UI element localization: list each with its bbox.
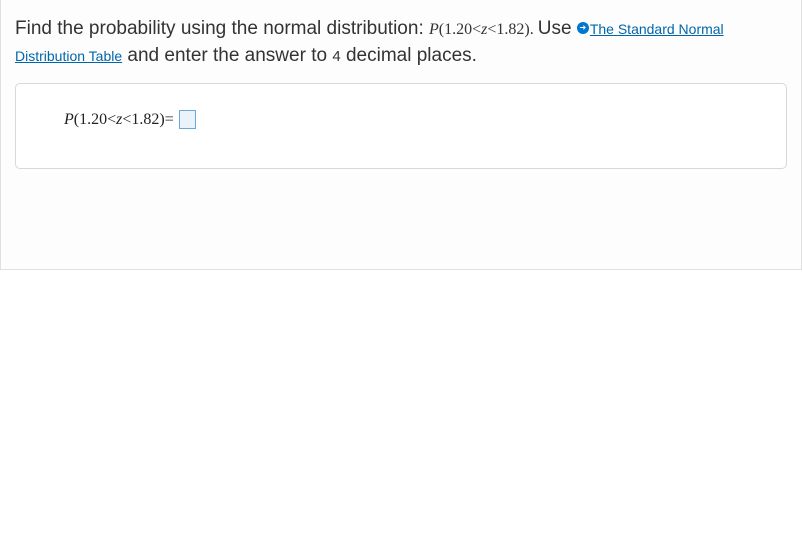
answer-P: P xyxy=(64,111,74,129)
answer-input[interactable] xyxy=(179,110,196,129)
question-decimals: 4 xyxy=(332,48,340,65)
answer-lt1: < xyxy=(107,111,116,129)
answer-expression: P(1.20<z<1.82) = xyxy=(64,110,776,129)
question-after-link-1: and enter the answer to xyxy=(127,45,332,66)
question-after-link-2: decimal places. xyxy=(341,45,477,66)
question-use: Use xyxy=(538,18,577,39)
question-prefix: Find the probability using the normal di… xyxy=(15,18,429,39)
math-close: ). xyxy=(524,21,533,38)
answer-rhs: 1.82 xyxy=(131,111,159,129)
question-container: Find the probability using the normal di… xyxy=(0,0,802,270)
answer-card: P(1.20<z<1.82) = xyxy=(15,83,787,169)
answer-eq: = xyxy=(165,111,174,129)
arrow-icon: ➜ xyxy=(577,22,589,34)
math-rhs: 1.82 xyxy=(496,21,524,38)
question-math: P(1.20<z<1.82). xyxy=(429,21,538,38)
math-P: P xyxy=(429,21,439,38)
answer-lhs: 1.20 xyxy=(79,111,107,129)
answer-lt2: < xyxy=(122,111,131,129)
question-text: Find the probability using the normal di… xyxy=(1,0,801,79)
math-lt1: < xyxy=(472,21,481,38)
math-lhs: 1.20 xyxy=(444,21,472,38)
